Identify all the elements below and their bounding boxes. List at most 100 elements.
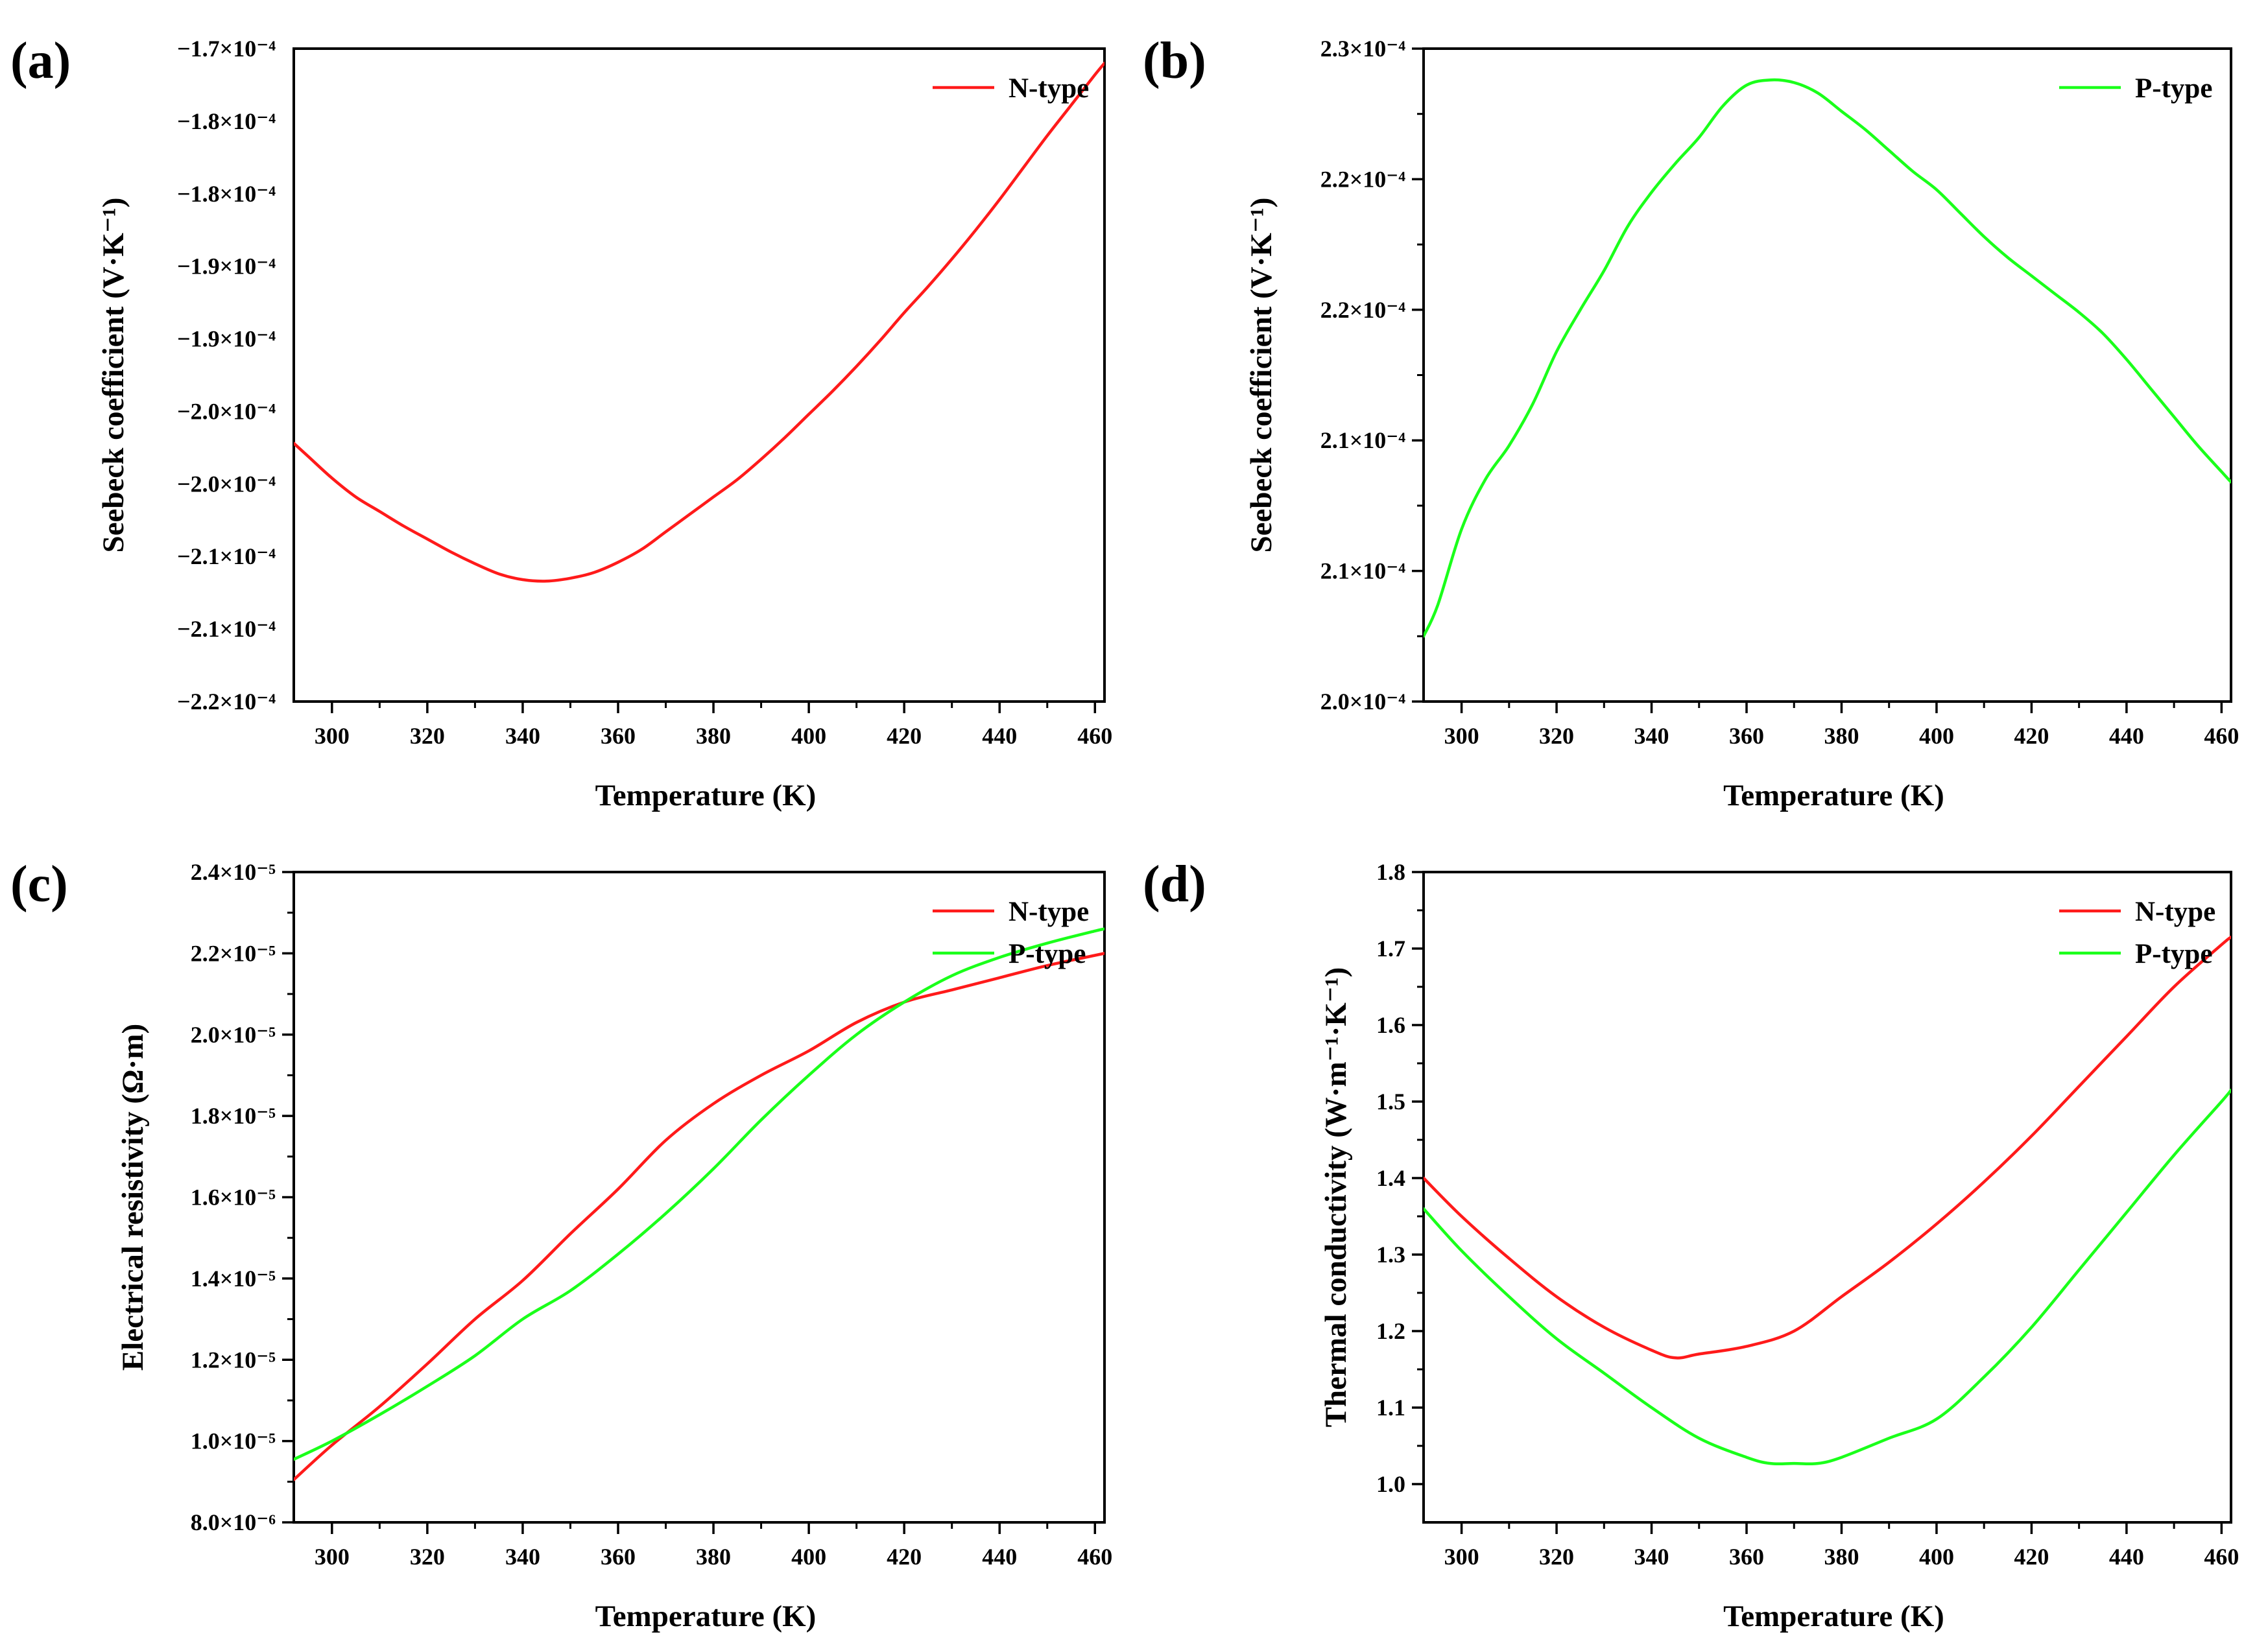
x-tick-label: 400 — [791, 1544, 826, 1570]
y-tick-label: 1.2×10⁻⁵ — [191, 1347, 276, 1373]
x-tick-label: 420 — [887, 1544, 922, 1570]
legend-label: N-type — [1009, 897, 1089, 927]
y-tick-label: 1.6×10⁻⁵ — [191, 1185, 276, 1210]
x-axis-title: Temperature (K) — [595, 779, 817, 812]
series-line-n-type — [1424, 936, 2231, 1360]
y-tick-label: −2.1×10⁻⁴ — [177, 543, 276, 569]
plot-frame — [292, 871, 1106, 1524]
x-tick-label: 440 — [2109, 1544, 2144, 1570]
x-tick-label: 420 — [887, 723, 922, 749]
y-tick-label: 1.4 — [1376, 1165, 1405, 1191]
series-line-p-type — [1424, 78, 2231, 638]
y-tick-label: 2.1×10⁻⁴ — [1320, 558, 1406, 584]
plot-frame — [1422, 871, 2232, 1524]
x-tick-label: 340 — [505, 723, 540, 749]
x-tick-label: 300 — [315, 723, 350, 749]
x-tick-label: 320 — [1539, 1544, 1574, 1570]
x-tick-label: 360 — [1729, 723, 1764, 749]
legend-label: P-type — [2135, 939, 2212, 969]
y-axis-title: Thermal conductivity (W·m⁻¹·K⁻¹) — [1319, 967, 1353, 1428]
panel-d: (d) 300 320 340 360 380 400 420 440 460 1.0 1.1 1.2 1… — [1143, 856, 2239, 1633]
x-tick-label: 360 — [601, 723, 636, 749]
x-tick-label: 380 — [1824, 1544, 1859, 1570]
panel-b: (b) 300 320 340 360 380 400 420 440 460 2.0×10⁻⁴ 2.… — [1143, 32, 2239, 812]
y-tick-label: 1.4×10⁻⁵ — [191, 1266, 276, 1292]
panel-label: (a) — [10, 32, 71, 89]
y-tick-label: −1.8×10⁻⁴ — [177, 108, 276, 134]
y-tick-label: 1.2 — [1376, 1318, 1405, 1344]
x-tick-label: 380 — [1824, 723, 1859, 749]
legend-label: P-type — [2135, 73, 2212, 104]
panel-label: (b) — [1143, 32, 1206, 89]
plot-frame — [292, 47, 1106, 703]
x-tick-label: 400 — [1919, 1544, 1954, 1570]
panel-a: (a) 300 320 340 360 380 400 420 440 460 −1.7×10⁻⁴ −… — [10, 32, 1112, 812]
x-tick-label: 440 — [2109, 723, 2144, 749]
legend-label: N-type — [1009, 73, 1089, 104]
series-line-n-type — [294, 62, 1104, 583]
x-tick-label: 320 — [410, 1544, 445, 1570]
y-tick-label: 1.8 — [1376, 859, 1405, 885]
x-tick-label: 440 — [982, 1544, 1017, 1570]
y-tick-label: 2.2×10⁻⁴ — [1320, 297, 1406, 323]
y-tick-label: 2.0×10⁻⁵ — [191, 1022, 276, 1048]
y-tick-label: 2.2×10⁻⁴ — [1320, 166, 1406, 192]
y-tick-label: 1.0 — [1376, 1471, 1405, 1497]
x-tick-label: 380 — [696, 1544, 731, 1570]
x-tick-label: 360 — [1729, 1544, 1764, 1570]
x-tick-label: 420 — [2014, 1544, 2049, 1570]
x-tick-label: 400 — [791, 723, 826, 749]
x-axis-title: Temperature (K) — [595, 1600, 817, 1633]
series-line-n-type — [294, 952, 1104, 1482]
y-tick-label: 2.4×10⁻⁵ — [191, 859, 276, 885]
x-tick-label: 340 — [1634, 1544, 1669, 1570]
y-axis-title: Seebeck coefficient (V·K⁻¹) — [97, 198, 130, 553]
x-tick-label: 320 — [1539, 723, 1574, 749]
y-tick-label: 2.3×10⁻⁴ — [1320, 36, 1406, 62]
y-tick-label: −1.8×10⁻⁴ — [177, 181, 276, 207]
series-line-p-type — [294, 927, 1104, 1461]
y-tick-label: −2.0×10⁻⁴ — [177, 398, 276, 424]
y-tick-label: 1.0×10⁻⁵ — [191, 1428, 276, 1454]
panel-label: (c) — [10, 856, 68, 913]
y-tick-label: 1.3 — [1376, 1242, 1405, 1268]
x-tick-label: 460 — [2204, 1544, 2239, 1570]
x-tick-label: 460 — [1077, 1544, 1112, 1570]
x-tick-label: 400 — [1919, 723, 1954, 749]
y-tick-label: −1.9×10⁻⁴ — [177, 254, 276, 279]
x-tick-label: 460 — [2204, 723, 2239, 749]
y-tick-label: 1.6 — [1376, 1012, 1405, 1038]
y-axis-title: Seebeck coefficient (V·K⁻¹) — [1245, 198, 1278, 553]
y-tick-label: 8.0×10⁻⁶ — [191, 1509, 276, 1535]
series-line-p-type — [1424, 1089, 2231, 1466]
legend-label: N-type — [2135, 897, 2215, 927]
y-tick-label: 1.1 — [1376, 1395, 1405, 1421]
legend-label: P-type — [1009, 939, 1086, 969]
x-tick-label: 380 — [696, 723, 731, 749]
x-tick-label: 300 — [315, 1544, 350, 1570]
x-tick-label: 340 — [1634, 723, 1669, 749]
y-tick-label: 1.7 — [1376, 936, 1405, 962]
x-tick-label: 440 — [982, 723, 1017, 749]
x-tick-label: 360 — [601, 1544, 636, 1570]
x-tick-label: 460 — [1077, 723, 1112, 749]
y-tick-label: 2.0×10⁻⁴ — [1320, 689, 1406, 714]
y-tick-label: 2.1×10⁻⁴ — [1320, 427, 1406, 453]
y-tick-label: −2.0×10⁻⁴ — [177, 471, 276, 497]
x-axis-title: Temperature (K) — [1723, 1600, 1944, 1633]
y-tick-label: −2.2×10⁻⁴ — [177, 689, 276, 714]
y-tick-label: −1.7×10⁻⁴ — [177, 36, 276, 62]
x-tick-label: 320 — [410, 723, 445, 749]
y-tick-label: −1.9×10⁻⁴ — [177, 326, 276, 352]
y-axis-title: Electrical resistivity (Ω·m) — [116, 1024, 150, 1371]
y-tick-label: 1.8×10⁻⁵ — [191, 1103, 276, 1129]
x-tick-label: 300 — [1444, 1544, 1479, 1570]
x-tick-label: 340 — [505, 1544, 540, 1570]
panel-label: (d) — [1143, 856, 1206, 913]
y-tick-label: 2.2×10⁻⁵ — [191, 940, 276, 966]
y-tick-label: 1.5 — [1376, 1089, 1405, 1115]
x-tick-label: 420 — [2014, 723, 2049, 749]
panel-c: (c) 300 320 340 360 380 400 420 440 460 8.0×10⁻⁶ 1.… — [10, 856, 1112, 1633]
y-tick-label: −2.1×10⁻⁴ — [177, 616, 276, 642]
